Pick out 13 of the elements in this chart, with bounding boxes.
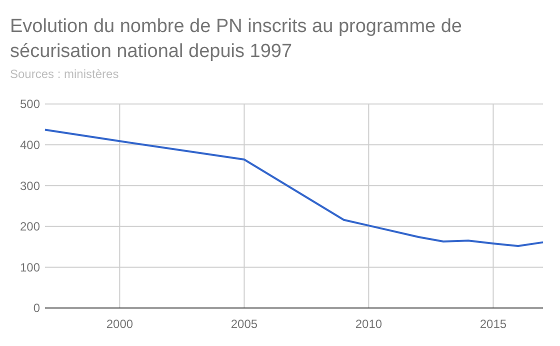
y-tick-label: 0 (33, 301, 40, 316)
x-tick-label: 2010 (355, 317, 382, 331)
chart-title: Evolution du nombre de PN inscrits au programme de sécurisation national depuis 1997 (10, 16, 462, 62)
source-note: Sources : ministères (10, 67, 119, 81)
x-tick-label: 2005 (230, 317, 258, 331)
y-tick-label: 200 (20, 220, 40, 234)
x-tick-label: 2015 (480, 317, 507, 331)
y-tick-label: 100 (20, 260, 40, 274)
line-series (44, 128, 544, 247)
y-tick-label: 300 (20, 178, 40, 193)
y-tick-label: 400 (20, 138, 40, 152)
x-tick-label: 2000 (106, 317, 134, 331)
y-tick-label: 500 (20, 97, 40, 112)
